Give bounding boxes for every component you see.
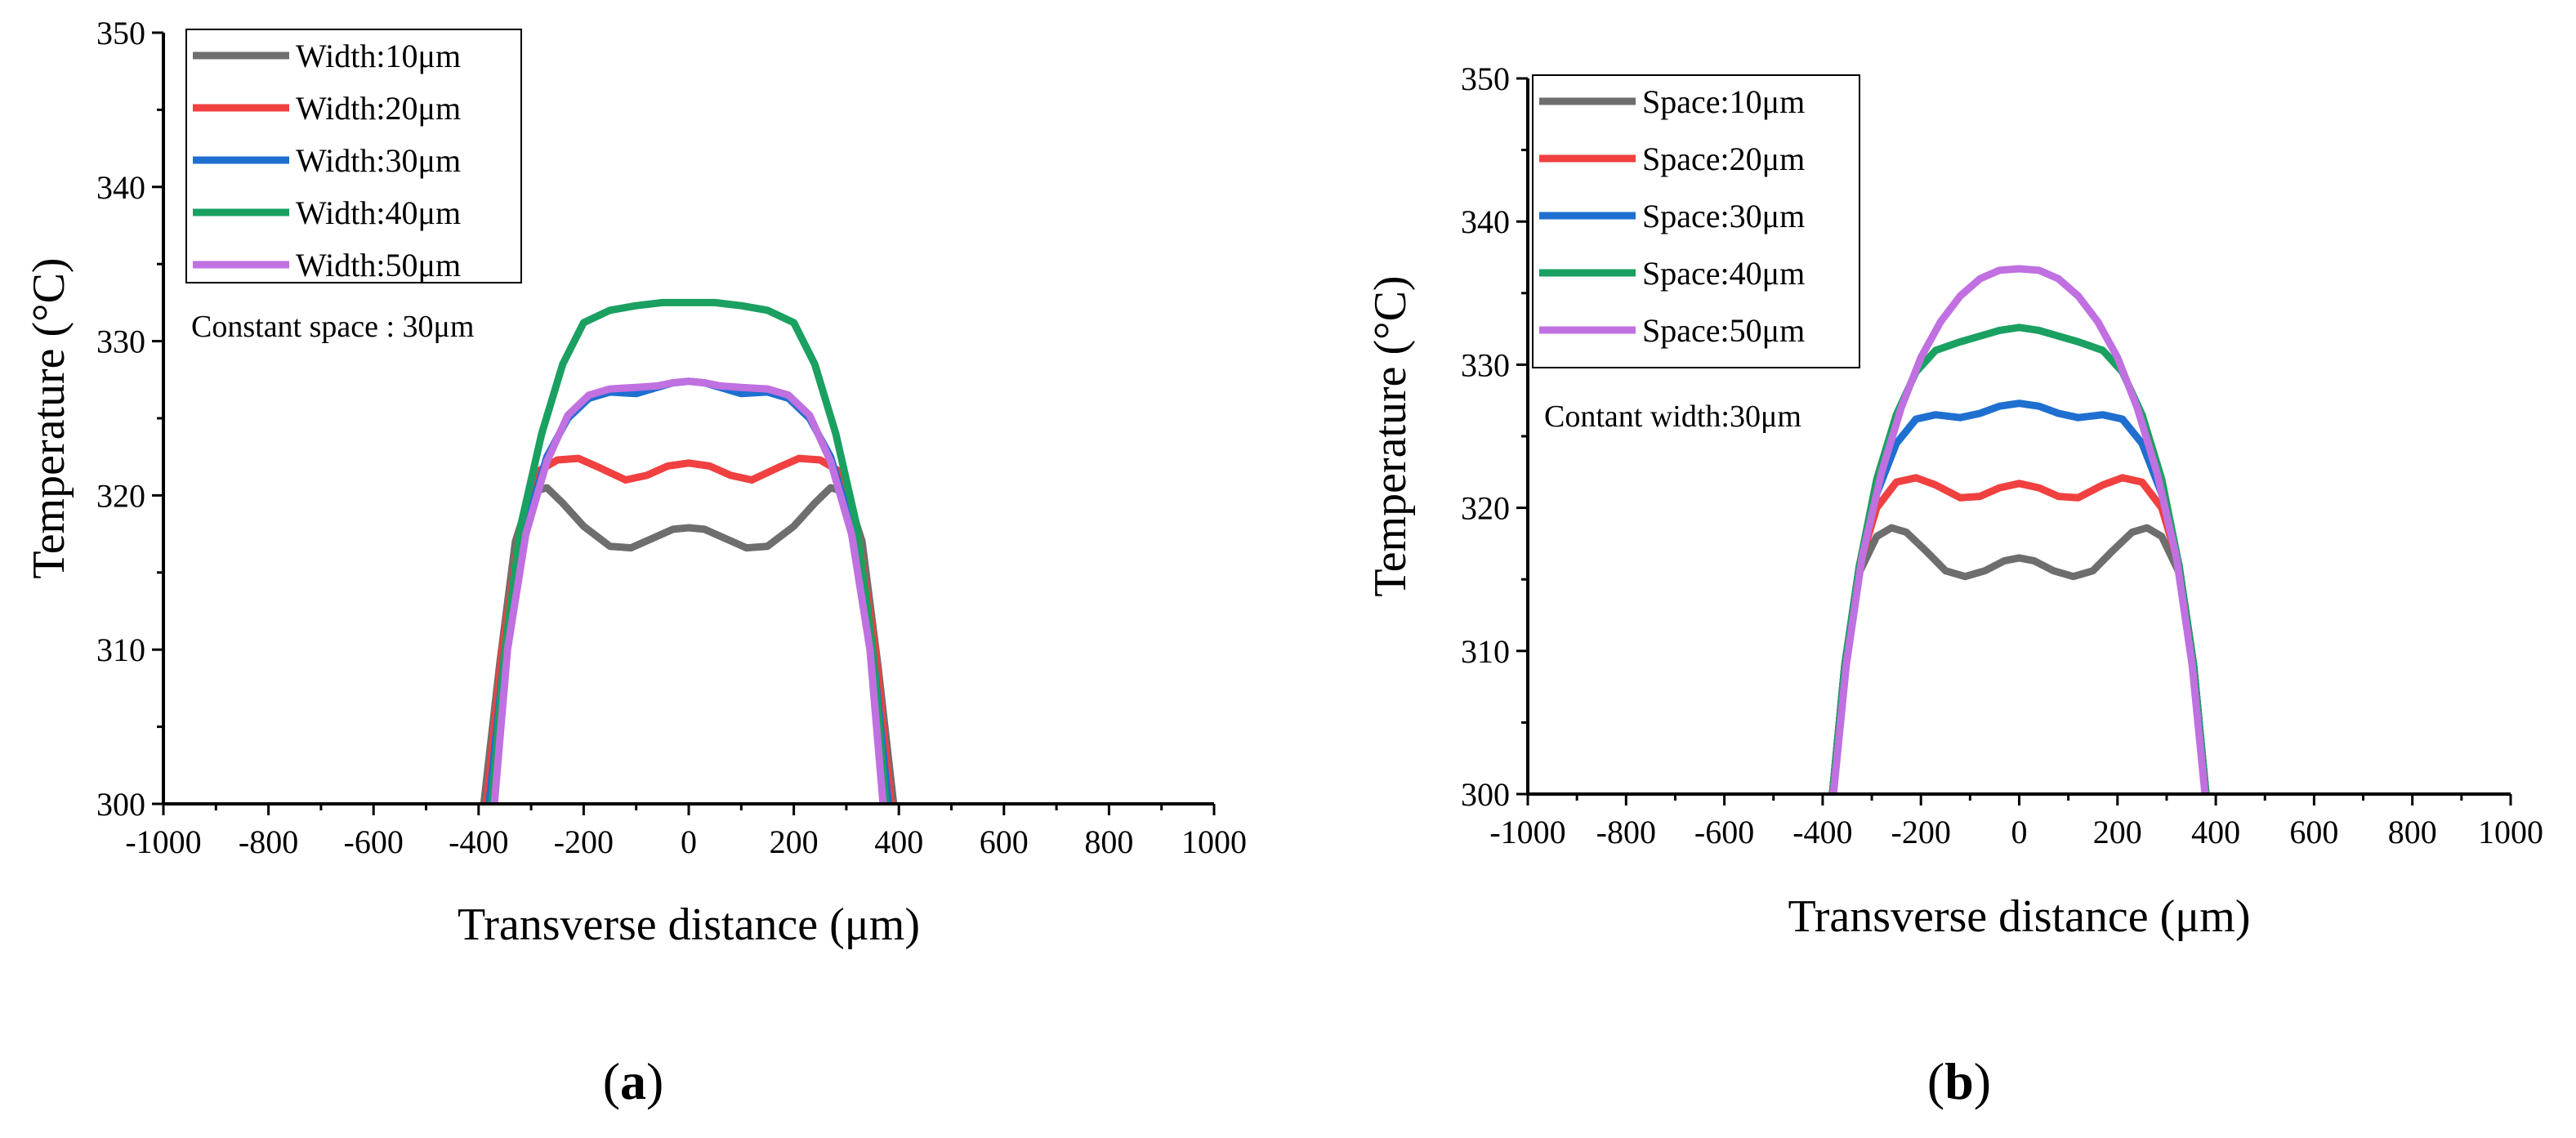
x-tick-label: 1000 (2478, 814, 2543, 850)
x-tick-label: -800 (239, 823, 298, 860)
x-axis-label: Transverse distance (μm) (458, 899, 920, 950)
x-tick-label: 400 (874, 823, 923, 860)
x-axis-label: Transverse distance (μm) (1788, 891, 2250, 942)
panel-label: (a) (603, 1052, 664, 1110)
x-tick-label: -200 (1891, 814, 1951, 850)
x-tick-label: 800 (1084, 823, 1133, 860)
y-tick-label: 300 (1461, 776, 1510, 813)
x-tick-label: -600 (1694, 814, 1754, 850)
legend-label: Width:20μm (296, 90, 461, 127)
series-line-3 (485, 377, 892, 804)
series-line-1 (480, 484, 898, 804)
legend-label: Space:40μm (1642, 255, 1805, 292)
y-axis-label: Temperature (°C) (24, 257, 74, 578)
y-tick-label: 330 (1461, 346, 1510, 383)
x-tick-label: 200 (2093, 814, 2142, 850)
panel-label-close: ) (646, 1052, 663, 1110)
x-tick-label: -1000 (125, 823, 201, 860)
series-line-1 (1828, 524, 2210, 794)
series-group (1828, 265, 2210, 794)
series-line-4 (488, 298, 890, 804)
panel-label: (b) (1927, 1052, 1991, 1110)
x-tick-label: 600 (980, 823, 1029, 860)
series-line-2 (482, 454, 895, 804)
x-tick-label: -1000 (1489, 814, 1565, 850)
legend-box (1532, 74, 1860, 368)
y-axis-label: Temperature (°C) (1365, 275, 1416, 596)
series-line-5 (490, 377, 887, 804)
x-tick-label: 0 (681, 823, 697, 860)
legend-label: Space:20μm (1642, 141, 1805, 177)
legend-label: Width:30μm (296, 142, 461, 179)
panel-label-open: ( (1927, 1052, 1944, 1110)
x-tick-label: -200 (554, 823, 614, 860)
y-tick-label: 310 (96, 631, 145, 668)
panel-b: 300 310 320 330 340 350 -1000 -800 -600 -400 -200 0… (1365, 60, 2543, 1110)
annotation: Constant space : 30μm (191, 310, 475, 344)
series-group (480, 298, 898, 804)
panel-label-letter: b (1944, 1052, 1974, 1110)
x-tick-label: 800 (2388, 814, 2437, 850)
panel-label-open: ( (603, 1052, 620, 1110)
y-tick-label: 320 (96, 477, 145, 514)
y-tick-label: 320 (1461, 490, 1510, 527)
legend: Space:10μm Space:20μm Space:30μm Space:40μm… (1532, 74, 1860, 368)
x-tick-label: -400 (449, 823, 508, 860)
x-tick-label: -600 (344, 823, 404, 860)
x-tick-label: -400 (1792, 814, 1852, 850)
x-tick-label: 1000 (1181, 823, 1247, 860)
panel-label-letter: a (620, 1052, 646, 1110)
legend-label: Space:10μm (1642, 83, 1805, 120)
x-tick-label: 600 (2289, 814, 2338, 850)
y-tick-label: 340 (1461, 203, 1510, 240)
legend-label: Space:30μm (1642, 198, 1805, 234)
x-tick-label: -800 (1596, 814, 1656, 850)
y-tick-label: 350 (1461, 60, 1510, 97)
legend-box (185, 29, 522, 283)
panel-label-close: ) (1974, 1052, 1991, 1110)
series-line-2 (1828, 474, 2210, 794)
x-tick-label: 400 (2191, 814, 2240, 850)
annotation: Contant width:30μm (1544, 399, 1801, 434)
series-line-5 (1829, 265, 2209, 794)
legend: Width:10μm Width:20μm Width:30μm Width:40μm… (185, 29, 522, 283)
y-tick-label: 330 (96, 324, 145, 360)
x-tick-label: 200 (770, 823, 819, 860)
y-tick-label: 350 (96, 15, 145, 51)
legend-label: Width:10μm (296, 38, 461, 74)
legend-label: Width:40μm (296, 194, 461, 231)
legend-label: Width:50μm (296, 247, 461, 283)
y-tick-label: 300 (96, 786, 145, 823)
legend-label: Space:50μm (1642, 312, 1805, 349)
y-tick-label: 340 (96, 169, 145, 206)
panel-a: 300 310 320 330 340 350 -1000 -800 -600 -400 -200 0… (24, 15, 1247, 1110)
y-tick-label: 310 (1461, 633, 1510, 670)
x-tick-label: 0 (2011, 814, 2028, 850)
